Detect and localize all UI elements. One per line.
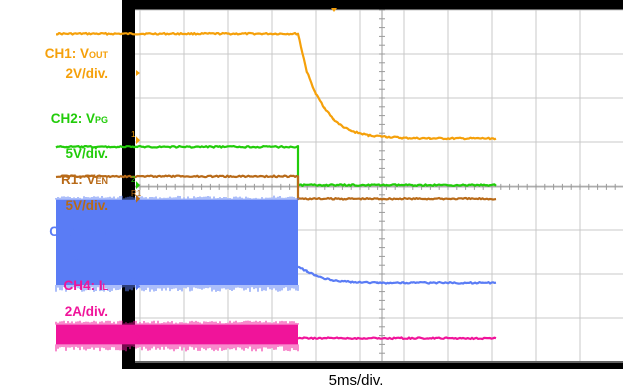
ch3-ground-marker: [136, 282, 140, 291]
ch4-name-main: CH4: I: [63, 278, 102, 293]
ch2-trace: [55, 145, 497, 187]
ch3-trace: [297, 265, 497, 285]
channel-labels: CH1: VOUT 2V/div. CH2: VPG 5V/div. R1: VEN 5V…: [45, 46, 109, 319]
ch4-band-edge: [55, 320, 299, 352]
ch2-name-label: CH2: VPG: [51, 111, 108, 126]
r1-scale-label: 5V/div.: [65, 198, 108, 213]
ch1-name-subscript: OUT: [89, 50, 109, 60]
ch2-name-subscript: PG: [95, 115, 108, 125]
ch4-signal-band: [56, 324, 298, 345]
r1-name-subscript: EN: [95, 176, 108, 186]
ch1-name-main: CH1: V: [45, 46, 89, 61]
r1-trace: [55, 174, 497, 201]
ch3-name-main: CH3: V: [49, 224, 93, 239]
ch4-scale-label: 2A/div.: [65, 304, 108, 319]
ch3-scale-label: 10V/div.: [58, 250, 108, 265]
ch2-ground-marker: [136, 181, 140, 190]
ch4-marker-label: 4: [131, 327, 136, 336]
ch4-trace: [297, 336, 497, 341]
waveform-traces: [55, 8, 497, 352]
ch3-marker-label: 3: [131, 276, 136, 285]
ch1-trace: [56, 31, 497, 141]
ch4-name-subscript: L: [103, 282, 109, 292]
ch2-marker-label: 2: [131, 175, 136, 184]
channel-markers: 1 2 R1 3 4: [131, 70, 142, 342]
r1-ground-marker: [136, 194, 140, 203]
ch4-ground-marker: [136, 333, 140, 342]
ch1-marker-label: 1: [131, 130, 136, 139]
ch1-ground-marker: [136, 136, 140, 145]
ch2-name-main: CH2: V: [51, 111, 95, 126]
r1-name-label: R1: VEN: [61, 172, 108, 187]
ch3-signal-band: [56, 199, 298, 285]
ch3-name-subscript: SW: [94, 228, 109, 238]
ch4-name-label: CH4: IL: [63, 278, 108, 293]
trigger-level-marker: [136, 70, 140, 76]
ch3-name-label: CH3: VSW: [49, 224, 108, 239]
ch2-scale-label: 5V/div.: [65, 146, 108, 161]
trigger-position-marker: [331, 8, 337, 12]
timebase-label: 5ms/div.: [329, 372, 384, 389]
ch1-name-label: CH1: VOUT: [45, 46, 109, 61]
ch1-scale-label: 2V/div.: [65, 66, 108, 81]
r1-marker-label: R1: [131, 189, 142, 198]
r1-name-main: R1: V: [61, 172, 96, 187]
